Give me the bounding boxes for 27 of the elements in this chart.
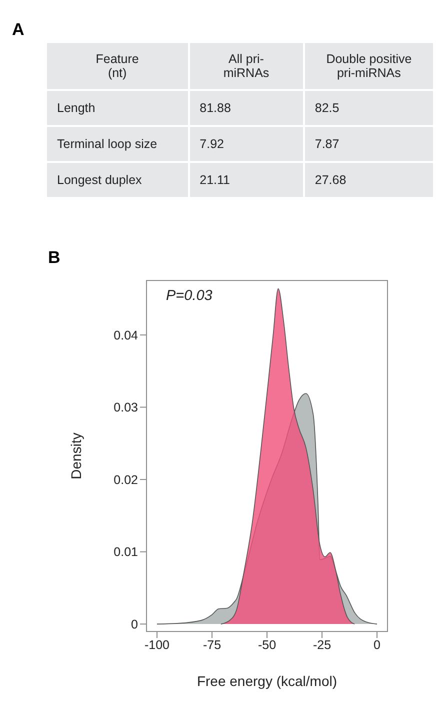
x-tick-label: -100 — [144, 638, 170, 652]
y-tick-label: 0.01 — [114, 545, 138, 560]
category-label: Length — [57, 101, 96, 115]
y-axis-title: Density — [68, 432, 84, 480]
y-tick-label: 0.02 — [114, 472, 138, 487]
text: A — [12, 20, 24, 40]
x-tick-label: 0 — [374, 638, 381, 652]
annotation: P=0.03 — [166, 288, 212, 304]
text: 27.68 — [314, 173, 346, 187]
x-axis-title: Free energy (kcal/mol) — [196, 673, 338, 689]
category-label: Feature (nt) — [94, 52, 140, 80]
chart-title: B — [48, 248, 60, 268]
y-tick-label: 0 — [131, 617, 138, 632]
x-tick-label: -75 — [202, 638, 222, 652]
category-label: Double positive pri-miRNAs — [325, 52, 413, 80]
text: 7.87 — [314, 137, 340, 151]
y-tick-label: 0.04 — [114, 328, 138, 342]
category-label: Terminal loop size — [57, 137, 158, 151]
x-tick-label: -25 — [312, 638, 332, 652]
x-tick-label: -50 — [258, 638, 276, 652]
text: 7.92 — [200, 137, 224, 151]
category-label: Longest duplex — [57, 173, 142, 187]
text: 81.88 — [200, 101, 231, 115]
text: 82.5 — [314, 101, 340, 115]
category-label: All pri-miRNAs — [222, 52, 270, 80]
text: 21.11 — [200, 173, 230, 187]
y-tick-label: 0.03 — [114, 400, 138, 415]
